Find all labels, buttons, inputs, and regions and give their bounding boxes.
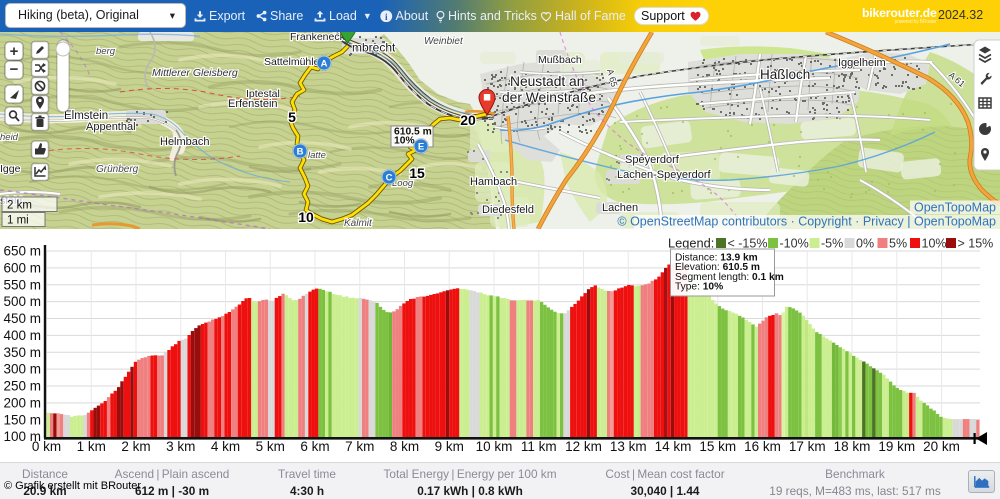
svg-text:Legend:: Legend: [668,235,714,250]
svg-text:Iggelheim: Iggelheim [838,57,886,69]
svg-text:Mußbach: Mußbach [538,54,582,66]
svg-text:Sattelmühle: Sattelmühle [264,56,320,68]
svg-text:latte: latte [308,150,326,161]
svg-text:Igge: Igge [0,163,21,175]
svg-text:300 m: 300 m [3,362,41,377]
svg-text:2 km: 2 km [121,439,150,454]
svg-text:400 m: 400 m [3,328,41,343]
svg-text:mbrecht: mbrecht [352,41,396,55]
svg-text:−: − [10,61,19,78]
svg-text:450 m: 450 m [3,311,41,326]
svg-text:OpenTopoMap: OpenTopoMap [914,201,996,215]
svg-text:14 km: 14 km [655,439,692,454]
svg-text:16 km: 16 km [744,439,781,454]
svg-text:Helmbach: Helmbach [160,136,210,148]
svg-text:Frankeneck: Frankeneck [290,32,346,43]
svg-text:11 km: 11 km [521,439,557,454]
svg-text:200 m: 200 m [3,395,41,410]
svg-text:250 m: 250 m [3,379,41,394]
svg-text:15: 15 [409,165,425,181]
svg-text:550 m: 550 m [3,277,41,292]
svg-text:C: C [386,173,393,184]
svg-text:der Weinstraße: der Weinstraße [502,90,596,105]
svg-text:> 15%: > 15% [958,236,994,250]
svg-text:10%: 10% [922,236,947,250]
svg-text:Weinbiet: Weinbiet [424,36,464,47]
svg-text:10%: 10% [394,136,415,147]
svg-text:12 km: 12 km [565,439,602,454]
svg-text:17 km: 17 km [789,439,826,454]
svg-text:Speyerdorf: Speyerdorf [625,154,680,166]
svg-text:-10%: -10% [780,236,809,250]
svg-text:150 m: 150 m [3,412,41,427]
svg-text:0%: 0% [856,236,874,250]
svg-text:9 km: 9 km [435,439,464,454]
svg-text:13 km: 13 km [610,439,647,454]
svg-text:20 km: 20 km [923,439,960,454]
svg-text:610.5 m: 610.5 m [394,127,432,138]
svg-text:8 km: 8 km [390,439,419,454]
svg-text:Mittlerer Gleisberg: Mittlerer Gleisberg [152,67,238,79]
svg-text:18 km: 18 km [834,439,871,454]
svg-text:Loog: Loog [392,178,414,189]
svg-text:E: E [418,142,424,153]
svg-text:5%: 5% [889,236,907,250]
svg-text:10: 10 [298,209,314,225]
svg-text:Kalmit: Kalmit [344,218,373,229]
svg-text:berg: berg [96,46,116,57]
svg-text:1 mi: 1 mi [7,215,29,227]
svg-text:< -15%: < -15% [728,236,768,250]
svg-text:Erfenstein: Erfenstein [228,98,278,110]
svg-text:Haßloch: Haßloch [760,67,810,82]
svg-text:7 km: 7 km [345,439,374,454]
svg-text:500 m: 500 m [3,294,41,309]
svg-text:15 km: 15 km [699,439,736,454]
svg-text:5 km: 5 km [256,439,285,454]
svg-text:+: + [10,43,19,60]
svg-text:Appenthal: Appenthal [86,121,136,133]
svg-text:Lachen-Speyerdorf: Lachen-Speyerdorf [617,169,712,181]
svg-text:Hambach: Hambach [470,176,517,188]
svg-text:Lachen: Lachen [602,202,638,214]
svg-text:19 km: 19 km [878,439,915,454]
svg-text:Grünberg: Grünberg [96,164,139,175]
svg-text:heid: heid [0,132,19,143]
svg-text:i: i [385,13,388,23]
svg-text:Elmstein: Elmstein [64,110,108,122]
svg-text:350 m: 350 m [3,345,41,360]
svg-text:3 km: 3 km [166,439,195,454]
svg-text:2 km: 2 km [7,200,32,212]
svg-text:Segment length: 0.1 km: Segment length: 0.1 km [675,272,784,283]
svg-text:10 km: 10 km [476,439,513,454]
svg-text:5: 5 [288,109,296,125]
svg-text:4 km: 4 km [211,439,240,454]
svg-text:Distance: 13.9 km: Distance: 13.9 km [675,253,758,264]
svg-text:600 m: 600 m [3,260,41,275]
svg-text:Diedesfeld: Diedesfeld [482,204,534,216]
svg-text:20: 20 [460,112,476,128]
svg-text:Type: 10%: Type: 10% [675,282,723,293]
svg-text:Elevation: 610.5 m: Elevation: 610.5 m [675,262,760,273]
svg-text:100 m: 100 m [3,429,41,444]
svg-text:6 km: 6 km [300,439,329,454]
svg-text:1 km: 1 km [77,439,106,454]
svg-text:Neustadt an: Neustadt an [510,74,584,89]
svg-text:© OpenStreetMap contributors ·: © OpenStreetMap contributors · Copyright… [617,215,996,229]
svg-text:650 m: 650 m [3,244,41,259]
svg-text:Iptestal: Iptestal [246,88,280,100]
svg-text:0 km: 0 km [32,439,61,454]
svg-text:A: A [321,59,328,70]
svg-text:B: B [297,147,304,158]
svg-text:-5%: -5% [821,236,843,250]
